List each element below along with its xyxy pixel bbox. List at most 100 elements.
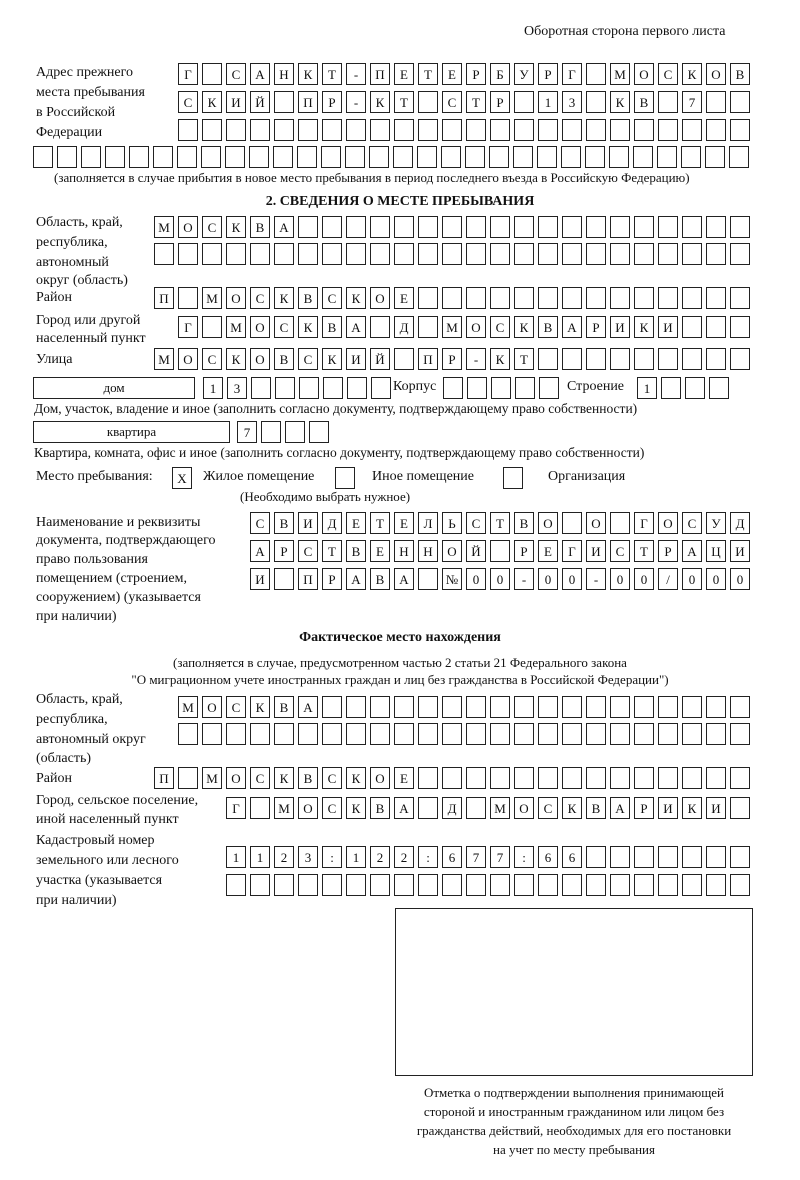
char-cell[interactable]: Е — [442, 63, 462, 85]
char-cell[interactable] — [586, 243, 606, 265]
char-cell[interactable] — [226, 723, 246, 745]
char-cell[interactable] — [634, 348, 654, 370]
char-cell[interactable] — [275, 377, 295, 399]
char-cell[interactable] — [610, 287, 630, 309]
char-cell[interactable] — [586, 874, 606, 896]
char-cell[interactable]: Й — [370, 348, 390, 370]
char-cell[interactable]: Р — [442, 348, 462, 370]
char-cell[interactable] — [178, 119, 198, 141]
char-cell[interactable]: К — [322, 348, 342, 370]
char-cell[interactable] — [443, 377, 463, 399]
char-cell[interactable]: 7 — [466, 846, 486, 868]
char-cell[interactable] — [249, 146, 269, 168]
char-cell[interactable]: Ц — [706, 540, 726, 562]
char-cell[interactable]: И — [298, 512, 318, 534]
char-cell[interactable] — [261, 421, 281, 443]
char-cell[interactable] — [370, 874, 390, 896]
char-cell[interactable] — [226, 119, 246, 141]
char-cell[interactable]: 1 — [250, 846, 270, 868]
char-cell[interactable] — [323, 377, 343, 399]
char-cell[interactable] — [562, 216, 582, 238]
char-cell[interactable]: Р — [538, 63, 558, 85]
char-cell[interactable]: В — [730, 63, 750, 85]
char-cell[interactable] — [682, 287, 702, 309]
char-cell[interactable]: А — [682, 540, 702, 562]
char-cell[interactable] — [346, 216, 366, 238]
char-cell[interactable] — [586, 696, 606, 718]
char-cell[interactable]: И — [226, 91, 246, 113]
char-cell[interactable]: Г — [226, 797, 246, 819]
char-cell[interactable]: Й — [250, 91, 270, 113]
char-cell[interactable] — [658, 287, 678, 309]
char-cell[interactable] — [634, 846, 654, 868]
char-cell[interactable] — [297, 146, 317, 168]
char-cell[interactable] — [610, 723, 630, 745]
char-cell[interactable]: Ь — [442, 512, 462, 534]
char-cell[interactable] — [250, 119, 270, 141]
char-cell[interactable] — [561, 146, 581, 168]
char-cell[interactable] — [345, 146, 365, 168]
char-cell[interactable] — [466, 696, 486, 718]
char-cell[interactable] — [610, 696, 630, 718]
char-cell[interactable]: 0 — [682, 568, 702, 590]
char-cell[interactable] — [490, 723, 510, 745]
char-cell[interactable] — [586, 723, 606, 745]
char-cell[interactable] — [322, 216, 342, 238]
char-cell[interactable] — [489, 146, 509, 168]
char-cell[interactable] — [322, 243, 342, 265]
char-cell[interactable] — [586, 63, 606, 85]
char-cell[interactable] — [585, 146, 605, 168]
char-cell[interactable] — [394, 723, 414, 745]
char-cell[interactable] — [610, 512, 630, 534]
char-cell[interactable] — [33, 146, 53, 168]
char-cell[interactable]: М — [490, 797, 510, 819]
char-cell[interactable]: П — [370, 63, 390, 85]
char-cell[interactable]: 1 — [203, 377, 223, 399]
char-cell[interactable] — [586, 91, 606, 113]
char-cell[interactable] — [298, 874, 318, 896]
char-cell[interactable] — [370, 119, 390, 141]
char-cell[interactable]: А — [394, 797, 414, 819]
char-cell[interactable]: Г — [562, 540, 582, 562]
char-cell[interactable]: Р — [322, 91, 342, 113]
char-cell[interactable] — [658, 723, 678, 745]
char-cell[interactable]: 0 — [490, 568, 510, 590]
apartment-type-field[interactable]: квартира — [33, 421, 230, 443]
char-cell[interactable] — [418, 797, 438, 819]
char-cell[interactable] — [634, 767, 654, 789]
char-cell[interactable] — [705, 146, 725, 168]
char-cell[interactable]: М — [154, 348, 174, 370]
char-cell[interactable] — [274, 723, 294, 745]
char-cell[interactable]: 0 — [562, 568, 582, 590]
char-cell[interactable]: К — [274, 767, 294, 789]
char-cell[interactable]: И — [658, 316, 678, 338]
char-cell[interactable]: В — [298, 767, 318, 789]
char-cell[interactable] — [682, 767, 702, 789]
char-cell[interactable]: О — [466, 316, 486, 338]
char-cell[interactable] — [201, 146, 221, 168]
char-cell[interactable] — [369, 146, 389, 168]
char-cell[interactable]: В — [370, 568, 390, 590]
char-cell[interactable] — [682, 696, 702, 718]
char-cell[interactable]: А — [562, 316, 582, 338]
char-cell[interactable]: И — [346, 348, 366, 370]
char-cell[interactable] — [370, 696, 390, 718]
char-cell[interactable] — [634, 119, 654, 141]
char-cell[interactable]: - — [346, 63, 366, 85]
char-cell[interactable] — [706, 874, 726, 896]
char-cell[interactable] — [299, 377, 319, 399]
char-cell[interactable]: Г — [634, 512, 654, 534]
char-cell[interactable]: К — [514, 316, 534, 338]
char-cell[interactable] — [250, 874, 270, 896]
char-cell[interactable]: С — [658, 63, 678, 85]
char-cell[interactable] — [346, 119, 366, 141]
char-cell[interactable]: Н — [394, 540, 414, 562]
char-cell[interactable]: И — [658, 797, 678, 819]
char-cell[interactable]: 0 — [634, 568, 654, 590]
char-cell[interactable] — [730, 243, 750, 265]
char-cell[interactable]: : — [322, 846, 342, 868]
char-cell[interactable] — [274, 874, 294, 896]
char-cell[interactable]: П — [154, 767, 174, 789]
